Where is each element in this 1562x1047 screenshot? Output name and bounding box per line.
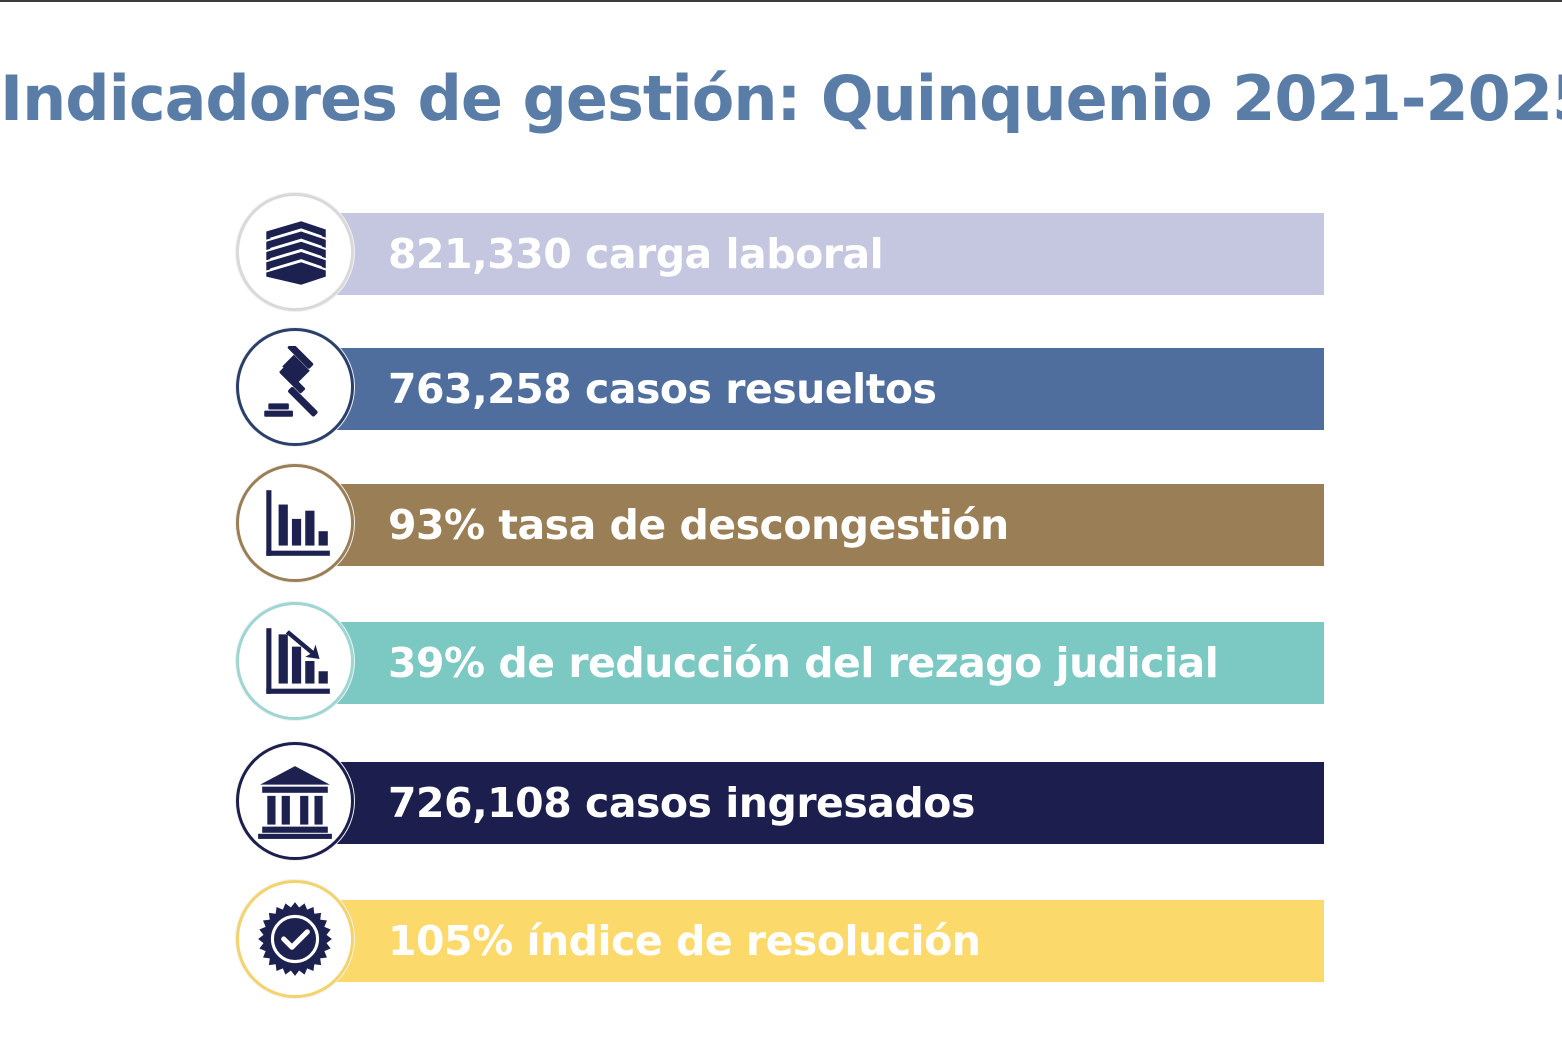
indicator-icon-circle <box>236 328 354 446</box>
indicator-row-incoming-cases: 726,108 casos ingresados <box>236 742 1326 866</box>
indicator-icon-circle <box>236 602 354 720</box>
top-border <box>0 0 1562 2</box>
indicator-bar <box>336 213 1324 295</box>
indicator-label: 93% tasa de descongestión <box>388 501 1009 549</box>
indicator-label: 105% índice de resolución <box>388 917 981 965</box>
page-title: Indicadores de gestión: Quinquenio 2021-… <box>0 62 1562 135</box>
indicator-label: 821,330 carga laboral <box>388 230 884 278</box>
gavel-icon <box>264 346 318 417</box>
indicator-icon-circle <box>236 742 354 860</box>
indicator-bar <box>336 348 1324 430</box>
indicator-icon-circle <box>236 464 354 582</box>
indicator-bar <box>336 622 1324 704</box>
indicator-row-backlog-reduction: 39% de reducción del rezago judicial <box>236 602 1326 726</box>
bar-chart-icon <box>266 490 330 556</box>
indicator-row-resolution-index: 105% índice de resolución <box>236 880 1326 1004</box>
indicator-label: 39% de reducción del rezago judicial <box>388 639 1219 687</box>
indicator-row-decongestion-rate: 93% tasa de descongestión <box>236 464 1326 588</box>
indicator-label: 726,108 casos ingresados <box>388 779 975 827</box>
indicator-row-workload: 821,330 carga laboral <box>236 193 1326 317</box>
indicator-icon-circle <box>236 880 354 998</box>
verified-badge-icon <box>258 902 332 976</box>
books-icon <box>266 221 326 285</box>
indicator-bar <box>336 484 1324 566</box>
indicator-bar <box>336 762 1324 844</box>
courthouse-icon <box>258 766 332 839</box>
indicator-row-resolved-cases: 763,258 casos resueltos <box>236 328 1326 452</box>
indicator-icon-circle <box>236 193 354 311</box>
indicator-bar <box>336 900 1324 982</box>
declining-chart-icon <box>266 628 330 694</box>
indicator-label: 763,258 casos resueltos <box>388 365 937 413</box>
